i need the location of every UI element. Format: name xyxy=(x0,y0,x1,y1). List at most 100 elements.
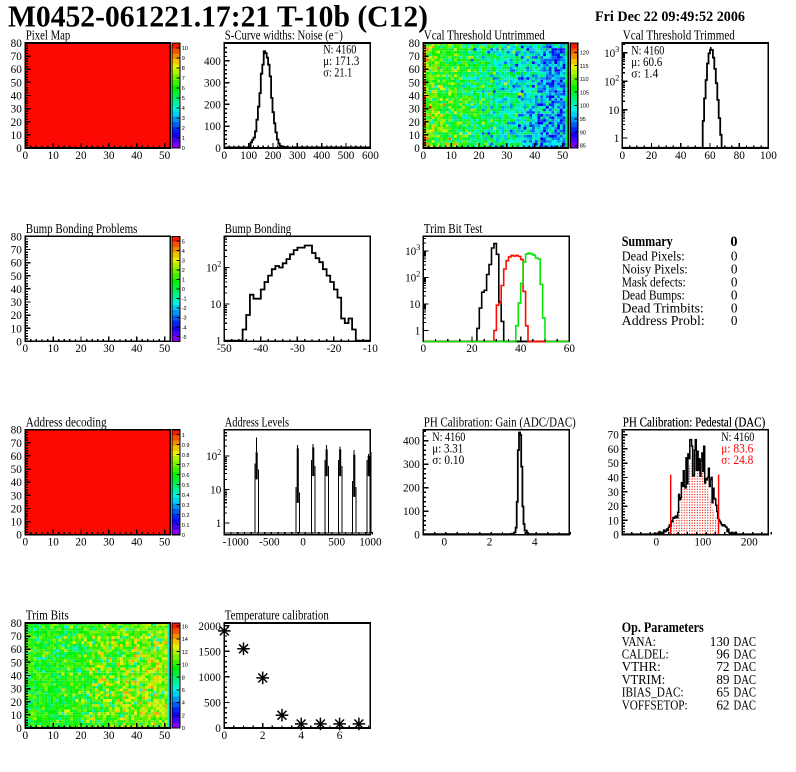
svg-text:20: 20 xyxy=(466,343,478,355)
svg-text:-4: -4 xyxy=(182,325,187,331)
svg-text:4: 4 xyxy=(298,730,304,742)
svg-text:0: 0 xyxy=(215,723,221,735)
svg-text:Address Probl:: Address Probl: xyxy=(622,313,705,328)
svg-text:0: 0 xyxy=(16,336,22,348)
svg-text:0: 0 xyxy=(613,530,619,542)
svg-text:6: 6 xyxy=(182,688,185,694)
svg-text:30: 30 xyxy=(11,104,23,116)
svg-text:400: 400 xyxy=(313,150,330,162)
svg-text:10: 10 xyxy=(446,150,458,162)
svg-text:5: 5 xyxy=(182,239,185,245)
svg-text:0: 0 xyxy=(731,287,738,302)
svg-text:50: 50 xyxy=(159,537,171,549)
svg-text:40: 40 xyxy=(131,537,143,549)
svg-text:10: 10 xyxy=(11,517,23,529)
svg-text:0.5: 0.5 xyxy=(182,483,190,489)
svg-text:Op. Parameters: Op. Parameters xyxy=(622,620,704,636)
svg-text:7: 7 xyxy=(182,76,185,82)
svg-text:2: 2 xyxy=(182,714,185,720)
svg-text:0: 0 xyxy=(414,143,420,155)
svg-text:300: 300 xyxy=(204,78,221,90)
svg-text:10: 10 xyxy=(210,485,222,497)
svg-text:0.8: 0.8 xyxy=(182,453,190,459)
svg-text:-3: -3 xyxy=(182,316,187,322)
svg-text:500: 500 xyxy=(204,698,221,710)
svg-text:8: 8 xyxy=(182,675,185,681)
svg-text:4: 4 xyxy=(532,537,538,549)
svg-text:1: 1 xyxy=(182,136,185,142)
svg-text:60: 60 xyxy=(11,451,23,463)
svg-text:9: 9 xyxy=(182,56,185,62)
svg-text:100: 100 xyxy=(760,150,777,162)
svg-text:30: 30 xyxy=(11,684,23,696)
svg-text:80: 80 xyxy=(11,618,23,630)
svg-text:DAC: DAC xyxy=(734,672,757,687)
svg-text:μ: 83.6: μ: 83.6 xyxy=(721,442,753,456)
svg-text:6: 6 xyxy=(337,730,343,742)
svg-text:M0452-061221.17:21 T-10b (C12): M0452-061221.17:21 T-10b (C12) xyxy=(8,0,428,34)
svg-text:DAC: DAC xyxy=(734,647,757,662)
svg-text:70: 70 xyxy=(11,245,23,257)
svg-text:100: 100 xyxy=(580,104,589,110)
svg-text:4: 4 xyxy=(182,701,185,707)
svg-text:300: 300 xyxy=(403,459,420,471)
svg-text:0: 0 xyxy=(182,287,185,293)
svg-text:500: 500 xyxy=(338,150,355,162)
svg-text:S-Curve widths: Noise (e⁻): S-Curve widths: Noise (e⁻) xyxy=(225,28,343,43)
svg-text:30: 30 xyxy=(103,537,115,549)
svg-text:50: 50 xyxy=(11,271,23,283)
svg-text:1500: 1500 xyxy=(198,646,221,658)
svg-text:0.9: 0.9 xyxy=(182,443,190,449)
svg-text:0: 0 xyxy=(23,730,29,742)
svg-text:PH Calibration: Gain (ADC/DAC): PH Calibration: Gain (ADC/DAC) xyxy=(424,414,576,429)
svg-text:89: 89 xyxy=(716,672,730,687)
svg-text:0: 0 xyxy=(620,150,626,162)
svg-text:40: 40 xyxy=(11,284,23,296)
svg-text:20: 20 xyxy=(409,117,421,129)
svg-text:0: 0 xyxy=(23,150,29,162)
svg-text:50: 50 xyxy=(409,77,421,89)
svg-text:1000: 1000 xyxy=(359,537,382,549)
svg-text:200: 200 xyxy=(403,483,420,495)
svg-text:100: 100 xyxy=(694,537,711,549)
svg-text:N: 4160: N: 4160 xyxy=(432,430,465,444)
svg-text:10: 10 xyxy=(608,105,620,117)
svg-text:85: 85 xyxy=(580,144,586,150)
svg-text:120: 120 xyxy=(580,51,589,57)
svg-text:3: 3 xyxy=(182,116,185,122)
svg-text:60: 60 xyxy=(11,644,23,656)
svg-text:N: 4160: N: 4160 xyxy=(631,43,664,57)
svg-text:60: 60 xyxy=(11,258,23,270)
svg-text:Trim Bits: Trim Bits xyxy=(26,608,69,623)
svg-text:14: 14 xyxy=(182,637,188,643)
svg-text:40: 40 xyxy=(515,343,527,355)
svg-text:0: 0 xyxy=(731,313,738,328)
svg-text:1: 1 xyxy=(216,336,222,348)
svg-text:20: 20 xyxy=(608,501,620,513)
svg-text:-40: -40 xyxy=(253,343,268,355)
svg-text:2: 2 xyxy=(260,730,266,742)
svg-text:10: 10 xyxy=(48,150,60,162)
svg-text:0: 0 xyxy=(421,150,427,162)
svg-text:60: 60 xyxy=(704,150,716,162)
svg-text:0: 0 xyxy=(16,723,22,735)
svg-text:70: 70 xyxy=(608,430,620,442)
svg-text:50: 50 xyxy=(557,150,569,162)
svg-text:VTHR:: VTHR: xyxy=(622,659,661,674)
svg-text:20: 20 xyxy=(75,537,87,549)
svg-text:40: 40 xyxy=(11,671,23,683)
svg-text:105: 105 xyxy=(580,90,589,96)
svg-text:65: 65 xyxy=(716,685,730,700)
svg-text:N: 4160: N: 4160 xyxy=(721,430,754,444)
svg-text:10: 10 xyxy=(608,515,620,527)
svg-text:Mask defects:: Mask defects: xyxy=(622,275,686,290)
svg-text:4: 4 xyxy=(182,249,185,255)
svg-text:103: 103 xyxy=(405,243,420,258)
svg-text:40: 40 xyxy=(11,91,23,103)
svg-text:0: 0 xyxy=(654,537,660,549)
svg-text:200: 200 xyxy=(265,150,282,162)
svg-text:1: 1 xyxy=(216,518,222,530)
svg-text:10: 10 xyxy=(11,323,23,335)
svg-text:Trim Bit Test: Trim Bit Test xyxy=(424,221,483,236)
svg-text:-500: -500 xyxy=(259,537,280,549)
